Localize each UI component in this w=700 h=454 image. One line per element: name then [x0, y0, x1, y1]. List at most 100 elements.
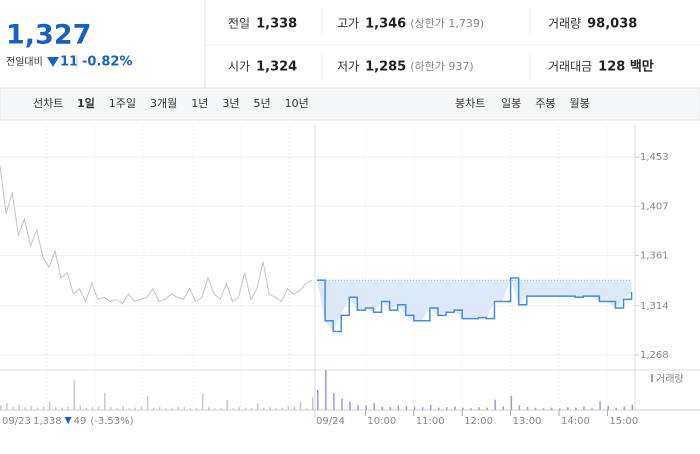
volume-bar	[486, 407, 488, 410]
volume-bar	[438, 407, 440, 410]
volume-bar	[110, 407, 112, 410]
volume-bar	[470, 408, 472, 410]
volume-bar	[299, 401, 302, 410]
stat-value: 128 백만	[598, 59, 654, 75]
candle-tab[interactable]: 주봉	[535, 97, 555, 110]
period-tab[interactable]: 1주일	[109, 96, 136, 110]
y-tick-label: 1,407	[640, 201, 669, 212]
volume-bar	[171, 407, 173, 410]
volume-bar	[238, 407, 241, 410]
volume-bar	[494, 399, 496, 410]
candle-tab[interactable]: 월봉	[570, 97, 590, 110]
volume-bar	[201, 394, 204, 410]
volume-bar	[421, 407, 424, 410]
volume-bar	[312, 397, 314, 410]
price: 1,327	[6, 20, 91, 51]
volume-bar	[357, 404, 359, 410]
down-arrow	[64, 417, 72, 424]
volume-bar	[293, 407, 296, 410]
volume-bar	[478, 407, 480, 410]
period-tab[interactable]: 5년	[254, 97, 271, 110]
volume-bar	[61, 407, 63, 410]
prev-change-pct: (-3.53%)	[90, 416, 133, 427]
chart: 1,268 1,314 1,361 1,407 1,453 10:00 11:00 12:00…	[0, 125, 700, 427]
x-tick-label: 14:00	[561, 416, 590, 427]
volume-bar	[220, 407, 222, 410]
date-label: 09/24	[316, 416, 345, 427]
volume-bar	[85, 407, 88, 410]
date-label: 09/23	[2, 416, 31, 427]
volume-bar	[287, 406, 290, 410]
volume-bar	[177, 406, 179, 410]
volume-bar	[413, 406, 416, 410]
volume-bar	[42, 406, 45, 410]
volume-bar	[232, 408, 234, 410]
volume-bar	[55, 407, 57, 410]
y-tick-label: 1,314	[640, 301, 669, 312]
stat-label: 시가	[228, 60, 250, 74]
period-tab[interactable]: 3년	[222, 97, 239, 110]
volume-bar	[305, 408, 308, 410]
volume-bar	[567, 407, 569, 410]
volume-bar	[462, 407, 464, 410]
volume-bar	[189, 408, 192, 410]
prev-close: 1,338	[33, 416, 62, 427]
price-line	[317, 277, 633, 333]
volume-bar	[317, 390, 319, 410]
volume-bar	[165, 408, 167, 410]
stat-label: 거래량	[548, 17, 581, 31]
period-tab[interactable]: 1일	[77, 96, 95, 110]
volume-bar	[18, 404, 20, 410]
tab-label: 선차트	[33, 97, 63, 110]
volume-bar	[397, 405, 400, 410]
stat-value: 1,324	[256, 60, 297, 75]
volume-bar	[30, 406, 33, 410]
volume-bar	[275, 408, 277, 410]
x-tick-label: 15:00	[609, 416, 638, 427]
volume-bar	[349, 401, 351, 410]
stat-value: 98,038	[587, 17, 637, 32]
tab-label: 봉차트	[455, 97, 485, 110]
x-tick-label: 10:00	[367, 416, 396, 427]
volume-bar	[631, 404, 634, 410]
period-tab[interactable]: 10년	[285, 97, 309, 110]
volume-bar	[159, 407, 161, 410]
volume-bar	[281, 407, 283, 410]
change-pct: -0.82%	[82, 55, 133, 70]
volume-bar	[583, 406, 585, 410]
volume-bar	[36, 407, 39, 410]
period-tab[interactable]: 3개월	[150, 97, 177, 110]
volume-bar	[0, 405, 2, 410]
stat-value: 1,338	[256, 17, 297, 32]
stat-value: 1,285	[365, 60, 406, 75]
y-tick-label: 1,453	[640, 152, 669, 163]
stat-label: 저가	[337, 60, 359, 74]
volume-bar	[12, 406, 14, 410]
period-tab[interactable]: 1년	[191, 97, 208, 110]
volume-bar	[591, 408, 593, 410]
volume-bar	[214, 408, 216, 410]
y-tick-label: 1,268	[640, 350, 669, 361]
volume-bar	[373, 403, 375, 410]
volume-bar	[79, 405, 82, 410]
stat-value: 1,346	[365, 17, 406, 32]
volume-bar	[244, 407, 247, 410]
prev-day-line	[0, 165, 313, 305]
x-tick-label: 12:00	[464, 416, 493, 427]
volume-bar	[97, 406, 100, 410]
volume-bar	[226, 399, 228, 410]
volume-bar	[446, 407, 448, 410]
volume-bar	[67, 406, 69, 410]
volume-bar	[454, 406, 456, 410]
stat-label: 거래대금	[548, 60, 592, 74]
change-label: 전일대비	[6, 56, 43, 68]
y-tick-label: 1,361	[640, 251, 669, 262]
volume-bar	[116, 407, 118, 410]
volume-bar	[526, 407, 529, 410]
volume-bar	[24, 407, 26, 410]
candle-tab[interactable]: 일봉	[501, 96, 521, 110]
volume-bar	[405, 406, 408, 410]
volume-bar	[542, 408, 545, 410]
volume-bar	[146, 395, 149, 410]
